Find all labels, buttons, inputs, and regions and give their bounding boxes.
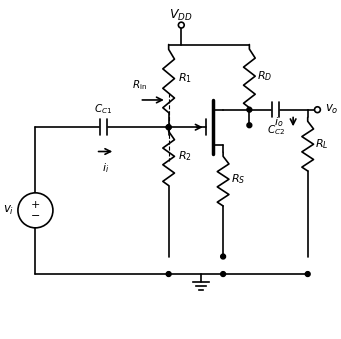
- Circle shape: [314, 107, 320, 113]
- Text: +: +: [31, 200, 40, 210]
- Text: $v_o$: $v_o$: [325, 103, 339, 116]
- Text: $R_L$: $R_L$: [315, 137, 329, 151]
- Circle shape: [178, 22, 184, 28]
- Circle shape: [247, 123, 252, 128]
- Text: $R_S$: $R_S$: [231, 172, 245, 186]
- Text: $i_o$: $i_o$: [274, 115, 283, 129]
- Text: $i_i$: $i_i$: [102, 161, 109, 175]
- Circle shape: [247, 107, 252, 112]
- Circle shape: [221, 254, 225, 259]
- Text: −: −: [31, 211, 40, 221]
- Text: $C_{C1}$: $C_{C1}$: [94, 102, 113, 116]
- Text: $V_{DD}$: $V_{DD}$: [169, 8, 193, 23]
- Text: $R_2$: $R_2$: [178, 149, 192, 163]
- Text: $R_{\mathrm{in}}$: $R_{\mathrm{in}}$: [132, 78, 147, 92]
- Text: $v_i$: $v_i$: [3, 204, 14, 217]
- Circle shape: [18, 193, 53, 228]
- Text: $R_1$: $R_1$: [178, 72, 192, 85]
- Text: $R_D$: $R_D$: [257, 69, 272, 83]
- Circle shape: [166, 125, 171, 129]
- Circle shape: [166, 272, 171, 277]
- Text: $C_{C2}$: $C_{C2}$: [267, 123, 285, 137]
- Circle shape: [221, 272, 225, 277]
- Circle shape: [166, 125, 171, 129]
- Circle shape: [305, 272, 310, 277]
